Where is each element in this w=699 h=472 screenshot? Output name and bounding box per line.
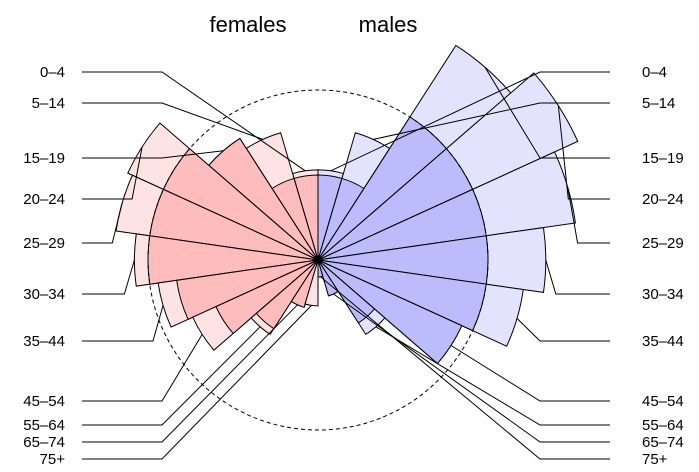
males-leader-line-8: [375, 326, 610, 426]
females-leader-line-10: [82, 305, 312, 460]
males-leader-line-0: [330, 71, 610, 172]
males-age-label-7: 45–54: [642, 393, 684, 410]
males-age-label-0: 0–4: [642, 64, 667, 81]
males-age-label-5: 30–34: [642, 286, 684, 303]
males-leader-line-9: [333, 293, 610, 443]
sectors-group: [115, 44, 579, 365]
males-age-label-8: 55–64: [642, 417, 684, 434]
males-age-label-2: 15–19: [642, 150, 684, 167]
header-males: males: [359, 12, 418, 37]
males-age-label-9: 65–74: [642, 434, 684, 451]
males-leader-line-7: [450, 345, 610, 402]
males-leader-line-5: [545, 259, 610, 295]
males-leader-line-4: [567, 186, 610, 244]
males-age-label-10: 75+: [642, 451, 668, 468]
males-leader-line-2: [484, 67, 610, 159]
females-age-label-8: 55–64: [23, 417, 65, 434]
reference-circle: [147, 89, 489, 431]
females-age-label-7: 45–54: [23, 393, 65, 410]
females-age-label-1: 5–14: [32, 95, 65, 112]
females-age-label-2: 15–19: [23, 150, 65, 167]
males-age-label-6: 35–44: [642, 333, 684, 350]
header-females: females: [209, 12, 286, 37]
females-leader-line-9: [82, 304, 298, 443]
males-age-label-4: 25–29: [642, 235, 684, 252]
females-age-label-5: 30–34: [23, 286, 65, 303]
females-leader-line-1: [82, 102, 264, 140]
females-leader-line-8: [82, 326, 261, 426]
males-leader-line-10: [320, 276, 610, 460]
females-age-label-6: 35–44: [23, 333, 65, 350]
females-age-label-3: 20–24: [23, 191, 65, 208]
males-leader-line-6: [516, 318, 610, 342]
females-age-label-0: 0–4: [40, 64, 65, 81]
reference-circle-group: [147, 89, 489, 431]
females-leader-line-4: [82, 202, 123, 244]
males-sector-inner-8: [317, 259, 376, 324]
females-sector-inner-6: [176, 259, 319, 320]
males-leader-line-3: [557, 105, 610, 200]
females-age-label-9: 65–74: [23, 434, 65, 451]
females-leader-line-3: [82, 146, 143, 200]
females-age-label-4: 25–29: [23, 235, 65, 252]
females-leader-line-7: [82, 334, 203, 402]
females-leader-line-2: [82, 150, 224, 159]
females-leader-line-6: [82, 305, 164, 342]
males-age-label-3: 20–24: [642, 191, 684, 208]
females-sector-inner-7: [215, 259, 319, 335]
males-leader-line-1: [372, 102, 610, 140]
labels-group: 0–4 5–14 15–19 20–24 25–29 30–34 35–44 45–54 55–…: [23, 64, 683, 468]
males-age-label-1: 5–14: [642, 95, 675, 112]
females-age-label-10: 75+: [40, 451, 66, 468]
females-leader-line-5: [82, 259, 135, 295]
